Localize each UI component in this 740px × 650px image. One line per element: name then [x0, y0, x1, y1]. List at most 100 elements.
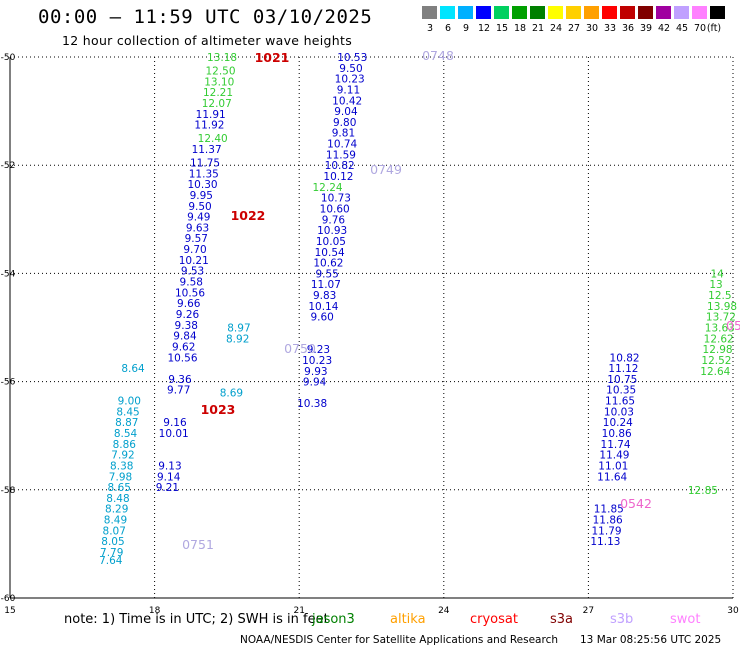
- x-tick-label: 24: [438, 606, 450, 616]
- pass-label: 0542: [620, 496, 652, 511]
- data-point-label: 8.69: [220, 387, 243, 399]
- data-point-label: 9.21: [156, 482, 179, 494]
- data-point-label: 11.74: [601, 439, 631, 451]
- satellite-jason3: jason3: [312, 612, 355, 627]
- data-point-label: 10.82: [325, 160, 355, 172]
- data-point-label: 7.98: [109, 471, 132, 483]
- data-point-label: 10.05: [316, 236, 346, 248]
- scale-swatch: [602, 6, 617, 19]
- data-point-label: 8.65: [108, 482, 131, 494]
- footer-note: note: 1) Time is in UTC; 2) SWH is in fe…: [64, 612, 329, 627]
- satellite-s3b: s3b: [610, 612, 634, 627]
- y-tick-label: -50: [1, 53, 16, 63]
- data-point-label: 9.95: [190, 190, 213, 202]
- data-point-label: 13.72: [706, 312, 736, 324]
- data-point-label: 9.49: [187, 212, 210, 224]
- data-point-label: 13.18: [207, 52, 237, 64]
- data-point-label: 12.52: [701, 355, 731, 367]
- data-point-label: 8.45: [116, 406, 139, 418]
- data-point-label: 8.92: [226, 333, 249, 345]
- data-point-label: 10.12: [323, 171, 353, 183]
- tick-labels: 15 18 21 24 27 30 -50 -52 -54 -56 -58 -60: [1, 53, 739, 616]
- data-point-label: 8.54: [114, 428, 138, 440]
- data-point-label: 11.13: [590, 536, 620, 548]
- scale-swatch: [638, 6, 653, 19]
- data-point-label: 7.92: [111, 450, 134, 462]
- data-point-label: 12.40: [198, 133, 228, 145]
- data-point-label: 9.50: [339, 63, 362, 75]
- data-point-label: 10.60: [320, 203, 350, 215]
- data-point-label: 9.62: [172, 341, 195, 353]
- pass-label: 0750: [284, 341, 316, 356]
- data-point-label: 10.54: [315, 247, 345, 259]
- pass-label: 0751: [182, 537, 214, 552]
- data-point-label: 7.79: [100, 547, 123, 559]
- x-tick-label: 15: [4, 606, 15, 616]
- y-tick-label: -56: [1, 378, 16, 388]
- data-point-label: 10.62: [313, 258, 343, 270]
- scale-label: 12: [477, 23, 491, 34]
- data-point-label: 9.36: [168, 374, 192, 386]
- scale-swatch: [656, 6, 671, 19]
- scale-label: 21: [531, 23, 545, 34]
- data-point-label: 10.75: [607, 374, 637, 386]
- data-point-label: 8.49: [104, 515, 127, 527]
- scale-swatch: [710, 6, 725, 19]
- data-point-label: 9.77: [167, 385, 190, 397]
- data-point-label: 10.01: [159, 428, 189, 440]
- data-point-label: 9.80: [333, 117, 356, 129]
- plot-frame: [9, 57, 733, 599]
- data-point-label: 12.85: [688, 485, 718, 497]
- scale-swatch: [440, 6, 455, 19]
- y-tick-label: -60: [1, 594, 16, 604]
- scale-swatch: [692, 6, 707, 19]
- data-point-label: 10.38: [297, 398, 327, 410]
- satellite-swot: swot: [670, 612, 701, 627]
- scale-label: 24: [549, 23, 563, 34]
- data-point-label: 8.97: [227, 323, 250, 335]
- data-point-label: 10.53: [337, 52, 367, 64]
- data-point-label: 9.55: [315, 268, 338, 280]
- data-point-label: 8.87: [115, 417, 138, 429]
- scale-swatch: [422, 6, 437, 19]
- satellite-s3a: s3a: [550, 612, 574, 627]
- scale-label: 3: [426, 23, 434, 34]
- data-point-label: 10.23: [302, 355, 332, 367]
- pass-label: 0749: [370, 162, 402, 177]
- data-point-label: 11.59: [326, 149, 356, 161]
- data-point-label: 11.91: [196, 109, 226, 121]
- data-point-label: 9.94: [303, 377, 327, 389]
- scale-label: 9: [462, 23, 470, 34]
- data-point-label: 10.73: [321, 193, 351, 205]
- data-point-label: 12.64: [700, 366, 730, 378]
- data-point-label: 12.24: [313, 182, 343, 194]
- scale-swatch: [476, 6, 491, 19]
- scale-label: 42: [657, 23, 671, 34]
- scale-label: 39: [639, 23, 653, 34]
- data-point-label: 10.14: [308, 301, 338, 313]
- data-point-label: 9.13: [158, 460, 181, 472]
- data-point-label: 9.60: [310, 312, 333, 324]
- data-point-label: 9.23: [307, 344, 330, 356]
- data-point-label: 7.64: [99, 555, 123, 567]
- data-point-label: 8.29: [105, 504, 128, 516]
- scale-swatch: [620, 6, 635, 19]
- x-tick-label: 30: [727, 606, 739, 616]
- data-point-label: 9.63: [186, 222, 209, 234]
- data-point-label: 11.79: [592, 525, 622, 537]
- scale-label: 30: [585, 23, 599, 34]
- scale-label: 70: [693, 23, 707, 34]
- data-point-label: 11.35: [189, 168, 219, 180]
- data-point-label: 9.70: [183, 244, 206, 256]
- scale-label: 33: [603, 23, 617, 34]
- data-point-label: 11.75: [190, 157, 220, 169]
- pass-label: 0748: [422, 48, 454, 63]
- data-point-label: 10.56: [175, 287, 205, 299]
- data-point-label: 10.93: [317, 225, 347, 237]
- data-point-label: 13.10: [204, 76, 234, 88]
- data-point-label: 8.86: [113, 439, 137, 451]
- scale-swatch: [548, 6, 563, 19]
- data-point-label: 13.98: [707, 301, 737, 313]
- chart-title: 00:00 – 11:59 UTC 03/10/2025: [38, 6, 373, 28]
